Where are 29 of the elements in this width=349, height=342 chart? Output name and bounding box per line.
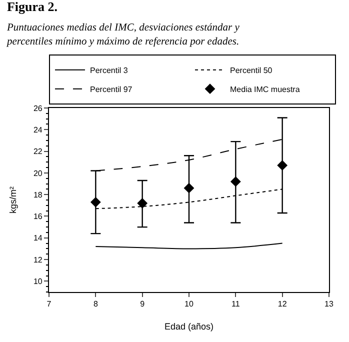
point — [90, 196, 101, 208]
y-tick-label: 26 — [33, 104, 43, 113]
y-axis-title: kgs/m² — [8, 186, 18, 214]
legend-label: Percentil 50 — [230, 66, 273, 75]
y-tick-label: 12 — [33, 255, 43, 264]
point — [184, 182, 194, 194]
legend-label: Percentil 97 — [90, 84, 133, 94]
legend-label: Media IMC muestra — [230, 84, 300, 94]
x-tick-label: 12 — [278, 300, 288, 309]
x-tick-label: 13 — [324, 300, 334, 309]
x-tick-label: 11 — [232, 300, 240, 309]
chart-title: Figura 2. — [6, 0, 58, 14]
y-tick-label: 24 — [33, 125, 43, 134]
x-axis-title: Edad (años) — [164, 321, 214, 332]
y-tick-label: 20 — [33, 168, 43, 178]
x-tick-label: 8 — [93, 300, 98, 309]
point — [137, 198, 148, 208]
x-tick-label: 10 — [184, 300, 194, 309]
point — [277, 160, 288, 171]
y-tick-label: 18 — [33, 190, 43, 200]
chart-subtitle: Puntuaciones medias del IMC, desviaciones estándar y percentiles mínimo y máximo de referencia por edades. — [6, 22, 240, 48]
y-tick-label: 22 — [33, 147, 43, 156]
legend-label: Percentil 3 — [90, 66, 128, 75]
y-tick-label: 16 — [33, 212, 43, 222]
y-tick-label: 10 — [33, 276, 43, 286]
y-tick-label: 14 — [33, 234, 43, 243]
x-tick-label: 7 — [46, 300, 52, 309]
x-tick-label: 9 — [140, 300, 146, 309]
point — [230, 176, 241, 187]
